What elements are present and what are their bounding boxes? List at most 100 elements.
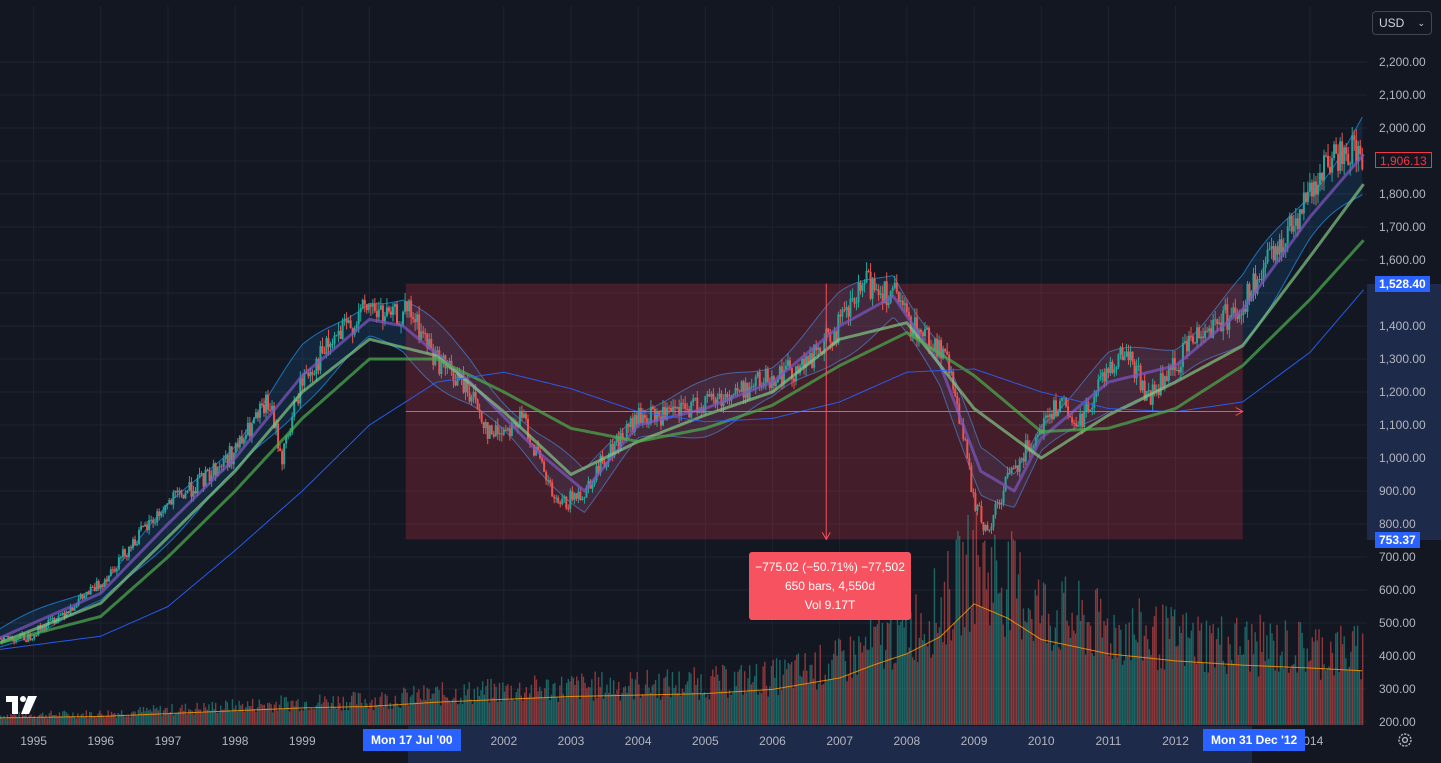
- volume-bar: [206, 709, 208, 725]
- volume-bar: [579, 699, 581, 725]
- volume-bar: [507, 684, 509, 725]
- volume-bar: [77, 713, 79, 725]
- candle-body: [1054, 400, 1057, 417]
- volume-bar: [1288, 672, 1290, 725]
- volume-bar: [436, 686, 439, 725]
- volume-bar: [1094, 589, 1097, 725]
- volume-bar: [1059, 649, 1062, 725]
- currency-selector[interactable]: USD ⌄: [1372, 11, 1432, 35]
- volume-bar: [189, 709, 192, 725]
- volume-bar: [898, 625, 900, 725]
- volume-bar: [774, 677, 776, 725]
- candle-body: [410, 300, 413, 317]
- volume-bar: [807, 684, 810, 725]
- volume-bar: [100, 713, 103, 725]
- volume-bar: [1108, 655, 1110, 725]
- volume-bar: [525, 686, 528, 725]
- candle-body: [196, 477, 199, 494]
- candle-body: [190, 482, 193, 497]
- measure-arrow-right: [1235, 407, 1244, 416]
- candle-body: [881, 293, 884, 304]
- time-tick-label: 1996: [87, 734, 114, 748]
- volume-bar: [1190, 630, 1193, 725]
- volume-bar: [15, 714, 17, 725]
- volume-bar: [957, 530, 959, 725]
- volume-bar: [345, 702, 348, 725]
- tradingview-logo-icon[interactable]: [6, 694, 38, 716]
- candle-body: [571, 491, 574, 500]
- candle-body: [877, 289, 880, 295]
- volume-bar: [576, 676, 578, 725]
- volume-bar: [785, 669, 788, 725]
- volume-bar: [1014, 540, 1016, 725]
- candle-body: [391, 306, 394, 315]
- volume-bar: [450, 702, 452, 725]
- candle-body: [1192, 336, 1195, 343]
- volume-bar: [347, 710, 350, 725]
- volume-bar: [161, 715, 163, 725]
- candle-body: [1349, 163, 1352, 165]
- candle-body: [111, 569, 114, 571]
- candle-body: [446, 365, 449, 369]
- volume-bar: [226, 702, 229, 725]
- candle-body: [895, 282, 898, 292]
- candle-body: [686, 408, 689, 410]
- candle-body: [1153, 384, 1156, 391]
- volume-bar: [510, 685, 512, 725]
- candle-body: [996, 502, 999, 504]
- volume-bar: [142, 706, 145, 725]
- candle-body: [218, 466, 221, 468]
- volume-bar: [201, 712, 203, 725]
- volume-bar: [1101, 637, 1104, 725]
- candle-body: [331, 343, 334, 345]
- volume-bar: [320, 704, 323, 725]
- volume-bar: [515, 692, 517, 725]
- candle-body: [738, 390, 741, 392]
- volume-bar: [680, 695, 682, 725]
- candle-body: [224, 455, 227, 459]
- volume-bar: [1125, 624, 1127, 725]
- volume-bar: [700, 674, 702, 725]
- volume-bar: [364, 699, 366, 725]
- volume-bar: [357, 692, 360, 725]
- volume-bar: [720, 690, 722, 725]
- volume-bar: [1308, 661, 1310, 725]
- volume-bar: [1355, 645, 1357, 725]
- candle-body: [214, 463, 217, 476]
- volume-bar: [950, 640, 952, 725]
- candle-body: [1244, 308, 1247, 312]
- volume-bar: [10, 714, 12, 725]
- volume-bar: [47, 718, 49, 725]
- volume-bar: [283, 697, 286, 725]
- volume-bar: [137, 709, 140, 725]
- volume-bar: [1222, 660, 1224, 725]
- gear-icon[interactable]: [1397, 732, 1413, 748]
- volume-bar: [705, 697, 707, 725]
- volume-bar: [253, 708, 255, 725]
- candle-body: [1296, 218, 1299, 230]
- volume-bar: [90, 712, 93, 725]
- volume-bar: [38, 715, 41, 725]
- volume-bar: [801, 676, 803, 725]
- candle-body: [89, 586, 92, 595]
- candle-body: [287, 435, 290, 437]
- candle-body: [1200, 336, 1203, 339]
- volume-bar: [1318, 629, 1320, 725]
- candle-body: [1125, 351, 1128, 357]
- volume-bar: [188, 708, 190, 725]
- volume-bar: [920, 613, 922, 725]
- volume-bar: [769, 686, 771, 725]
- volume-bar: [1296, 672, 1298, 725]
- candle-body: [140, 525, 143, 530]
- volume-bar: [1113, 614, 1115, 725]
- volume-bar: [1353, 625, 1355, 725]
- candle-body: [480, 412, 483, 422]
- volume-bar: [236, 711, 239, 725]
- candle-body: [1300, 209, 1303, 214]
- chevron-down-icon: ⌄: [1417, 17, 1425, 28]
- volume-bar: [492, 697, 494, 725]
- candle-body: [269, 409, 272, 411]
- volume-bar: [1254, 632, 1256, 725]
- volume-bar: [1044, 584, 1046, 725]
